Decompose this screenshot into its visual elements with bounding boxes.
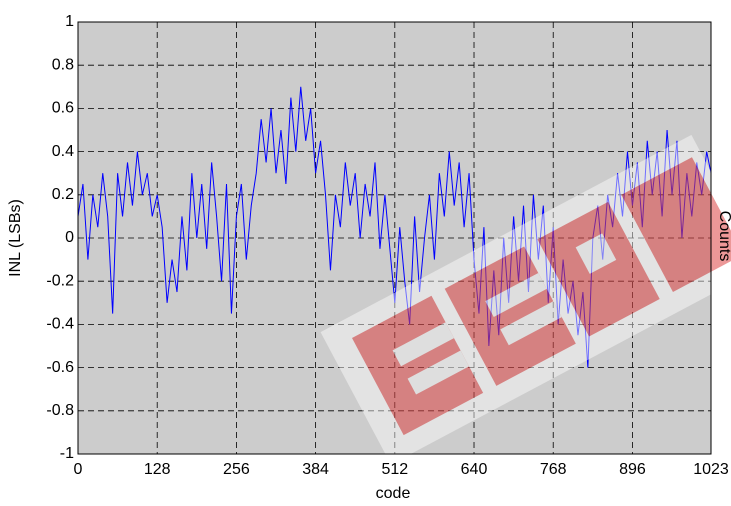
- plot-frame: [77, 21, 712, 455]
- y-tick-label: 0.6: [52, 100, 74, 117]
- annotation: Counts: [716, 211, 731, 262]
- x-tick-label: 0: [74, 461, 83, 478]
- y-tick-label: 0: [65, 229, 74, 246]
- x-tick-label: 128: [144, 461, 171, 478]
- x-axis-label: code: [376, 485, 411, 502]
- x-tick-label: 896: [619, 461, 646, 478]
- x-tick-label: 512: [381, 461, 408, 478]
- watermark: [320, 134, 731, 465]
- x-tick-label: 256: [223, 461, 250, 478]
- y-axis-label: INL (LSBs): [7, 199, 24, 277]
- x-tick-label: 384: [302, 461, 329, 478]
- y-tick-label: -0.4: [46, 316, 74, 333]
- y-tick-label: 0.2: [52, 186, 74, 203]
- y-tick-label: 0.8: [52, 56, 74, 73]
- y-tick-label: -0.8: [46, 402, 74, 419]
- y-tick-label: -0.6: [46, 359, 74, 376]
- y-tick-label: -1: [60, 445, 74, 462]
- y-tick-label: -0.2: [46, 272, 74, 289]
- x-tick-label: 768: [540, 461, 567, 478]
- x-tick-label: 640: [461, 461, 488, 478]
- y-tick-label: 1: [65, 13, 74, 30]
- y-tick-label: 0.4: [52, 143, 74, 160]
- x-tick-label: 1023: [693, 461, 729, 478]
